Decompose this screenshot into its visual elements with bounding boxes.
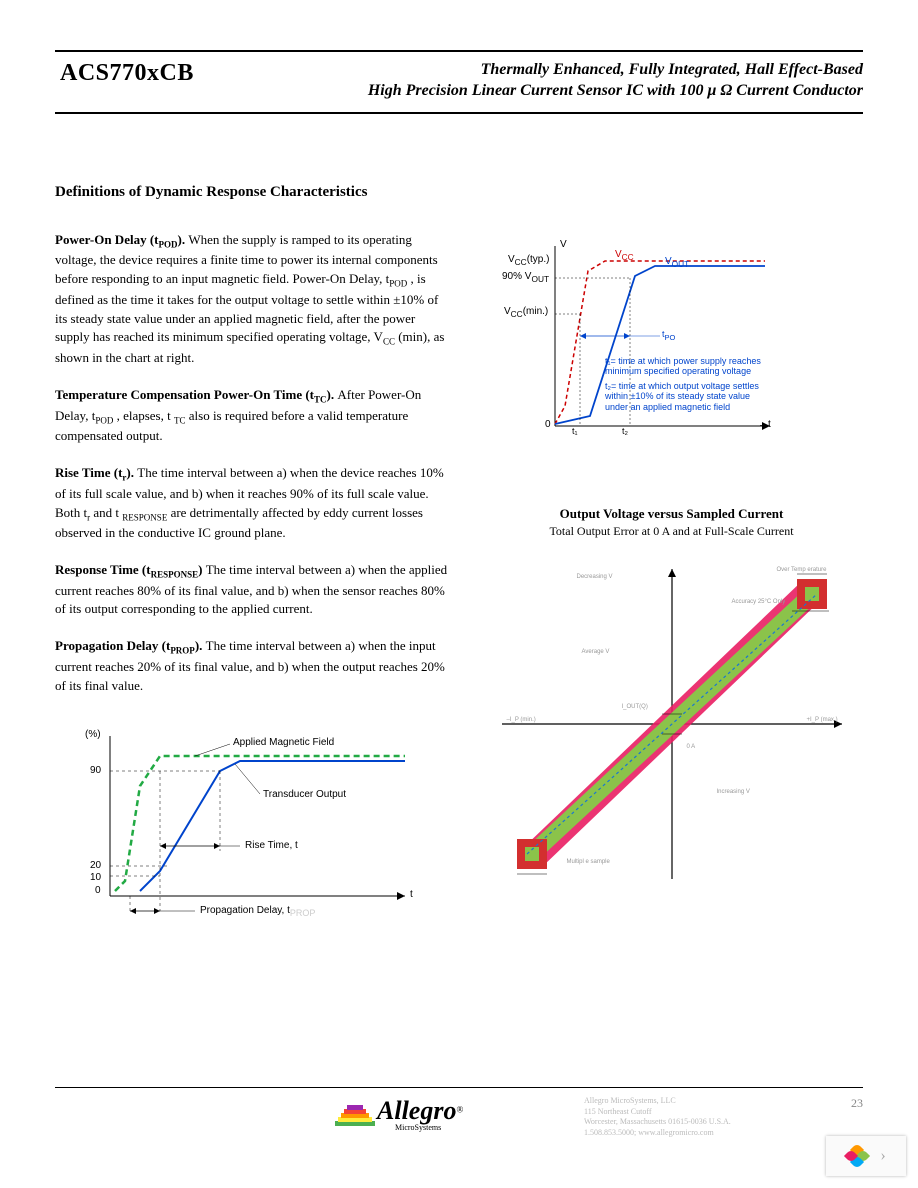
addr-l3: Worcester, Massachusetts 01615-0036 U.S.… xyxy=(584,1117,784,1127)
addr-l4: 1.508.853.5000; www.allegromicro.com xyxy=(584,1128,784,1138)
prop-close: ). xyxy=(195,638,206,653)
corner-widget[interactable]: › xyxy=(826,1136,906,1176)
chart3-subtitle: Total Output Error at 0 A and at Full-Sc… xyxy=(480,524,863,539)
header-rule-top xyxy=(55,50,863,52)
c3-ipmin: –I_P (min.) xyxy=(507,717,536,723)
addr-l2: 115 Northeast Cutoff xyxy=(584,1107,784,1117)
rise-close: ). xyxy=(126,465,137,480)
c2-applied: Applied Magnetic Field xyxy=(233,736,334,751)
pod-sub: POD xyxy=(159,239,178,249)
chevron-right-icon[interactable]: › xyxy=(880,1147,885,1165)
para-rise-time: Rise Time (tr). The time interval betwee… xyxy=(55,464,450,543)
c3-ioutq: I_OUT(Q) xyxy=(622,704,648,710)
c3-0a: 0 A xyxy=(687,744,696,750)
section-title: Definitions of Dynamic Response Characte… xyxy=(55,184,863,201)
c1-tpo: tPO xyxy=(662,329,675,342)
c2-90: 90 xyxy=(90,764,101,779)
logo-text: Allegro xyxy=(377,1096,456,1125)
rise-body2: and t xyxy=(90,505,122,520)
resp-close: ) xyxy=(198,562,206,577)
addr-l1: Allegro MicroSystems, LLC xyxy=(584,1096,784,1106)
rainbow-icon xyxy=(335,1105,375,1127)
pod-lead: Power-On Delay (t xyxy=(55,232,159,247)
c1-t2: t₂ xyxy=(622,426,628,436)
c1-v: V xyxy=(560,239,567,250)
c1-note1: t₁= time at which power supply reaches m… xyxy=(605,356,775,378)
tc-lead: Temperature Compensation Power-On Time (… xyxy=(55,387,314,402)
rise-lead: Rise Time (t xyxy=(55,465,122,480)
footer-row: Allegro® MicroSystems Allegro MicroSyste… xyxy=(55,1096,863,1138)
c2-transducer: Transducer Output xyxy=(263,788,346,803)
resp-lead: Response Time (t xyxy=(55,562,151,577)
prop-sub: PROP xyxy=(170,646,195,656)
chart3-title: Output Voltage versus Sampled Current xyxy=(480,506,863,522)
para-power-on-delay: Power-On Delay (tPOD). When the supply i… xyxy=(55,231,450,368)
tc-body3: also is required before a valid temperat… xyxy=(55,408,408,444)
c3-multi: Multipl e sample xyxy=(567,859,610,865)
tc-sub: TC xyxy=(314,394,327,404)
c2-xlabel: t xyxy=(410,888,413,903)
c3-overtemp: Over Temp erature xyxy=(777,567,827,573)
rise-time-chart: (%) 90 20 10 0 t Applied Magnetic Field … xyxy=(65,716,435,936)
part-number: ACS770xCB xyxy=(55,60,194,87)
para-propagation-delay: Propagation Delay (tPROP). The time inte… xyxy=(55,637,450,695)
page-footer: Allegro® MicroSystems Allegro MicroSyste… xyxy=(55,1087,863,1138)
rise-sub3: RESPONSE xyxy=(122,512,167,522)
title-line-2: High Precision Linear Current Sensor IC … xyxy=(368,81,863,102)
pod-sub2: POD xyxy=(389,279,407,289)
c1-note2: t₂= time at which output voltage settles… xyxy=(605,381,775,413)
c1-vout: VOUT xyxy=(665,256,689,269)
logo-subtitle: MicroSystems xyxy=(395,1123,535,1132)
document-title: Thermally Enhanced, Fully Integrated, Ha… xyxy=(368,60,863,102)
company-logo: Allegro® MicroSystems xyxy=(335,1096,535,1131)
c3-ipmax: +I_P (max.) xyxy=(807,717,838,723)
c2-0: 0 xyxy=(95,884,101,899)
resp-sub: RESPONSE xyxy=(151,570,199,580)
prop-lead: Propagation Delay (t xyxy=(55,638,170,653)
c2-ylabel: (%) xyxy=(85,728,101,743)
title-line-1: Thermally Enhanced, Fully Integrated, Ha… xyxy=(368,60,863,81)
c2-rise: Rise Time, t xyxy=(245,839,298,854)
petal-icon xyxy=(846,1145,868,1167)
page-content: ACS770xCB Thermally Enhanced, Fully Inte… xyxy=(0,0,918,936)
tc-close: ). xyxy=(327,387,338,402)
c1-origin: 0 xyxy=(545,419,551,430)
c3-acc25: Accuracy 25°C Only xyxy=(732,599,786,605)
tc-sub3: TC xyxy=(174,415,186,425)
para-response-time: Response Time (tRESPONSE) The time inter… xyxy=(55,561,450,619)
c3-dec: Decreasing V xyxy=(577,574,613,580)
c1-vccmin: VCC(min.) xyxy=(504,306,548,319)
power-on-delay-chart: V VCC(typ.) 90% VOUT VCC(min.) VCC VOUT … xyxy=(500,236,780,456)
c1-vout90: 90% VOUT xyxy=(502,271,549,284)
figure-column: V VCC(typ.) 90% VOUT VCC(min.) VCC VOUT … xyxy=(480,231,863,936)
c3-avg: Average V xyxy=(582,649,610,655)
tc-sub2: POD xyxy=(95,415,113,425)
text-column: Power-On Delay (tPOD). When the supply i… xyxy=(55,231,450,936)
c1-t1: t₁ xyxy=(572,426,578,436)
pod-close: ). xyxy=(178,232,189,247)
pod-sub3: CC xyxy=(383,337,395,347)
c3-inc: Increasing V xyxy=(717,789,750,795)
output-error-chart: Decreasing V Accuracy 25°C Only Over Tem… xyxy=(487,549,857,899)
c1-vcctyp: VCC(typ.) xyxy=(508,254,549,267)
para-temp-comp: Temperature Compensation Power-On Time (… xyxy=(55,386,450,446)
content-columns: Power-On Delay (tPOD). When the supply i… xyxy=(55,231,863,936)
c1-xlabel: →t xyxy=(758,419,771,430)
c1-vcc: VCC xyxy=(615,249,634,262)
header-row: ACS770xCB Thermally Enhanced, Fully Inte… xyxy=(55,60,863,102)
c2-prop: Propagation Delay, tPROP xyxy=(200,904,315,920)
company-address: Allegro MicroSystems, LLC 115 Northeast … xyxy=(584,1096,784,1138)
tc-body2: , elapses, t xyxy=(113,408,174,423)
page-number: 23 xyxy=(833,1096,863,1111)
header-rule-bottom xyxy=(55,112,863,114)
footer-rule xyxy=(55,1087,863,1088)
